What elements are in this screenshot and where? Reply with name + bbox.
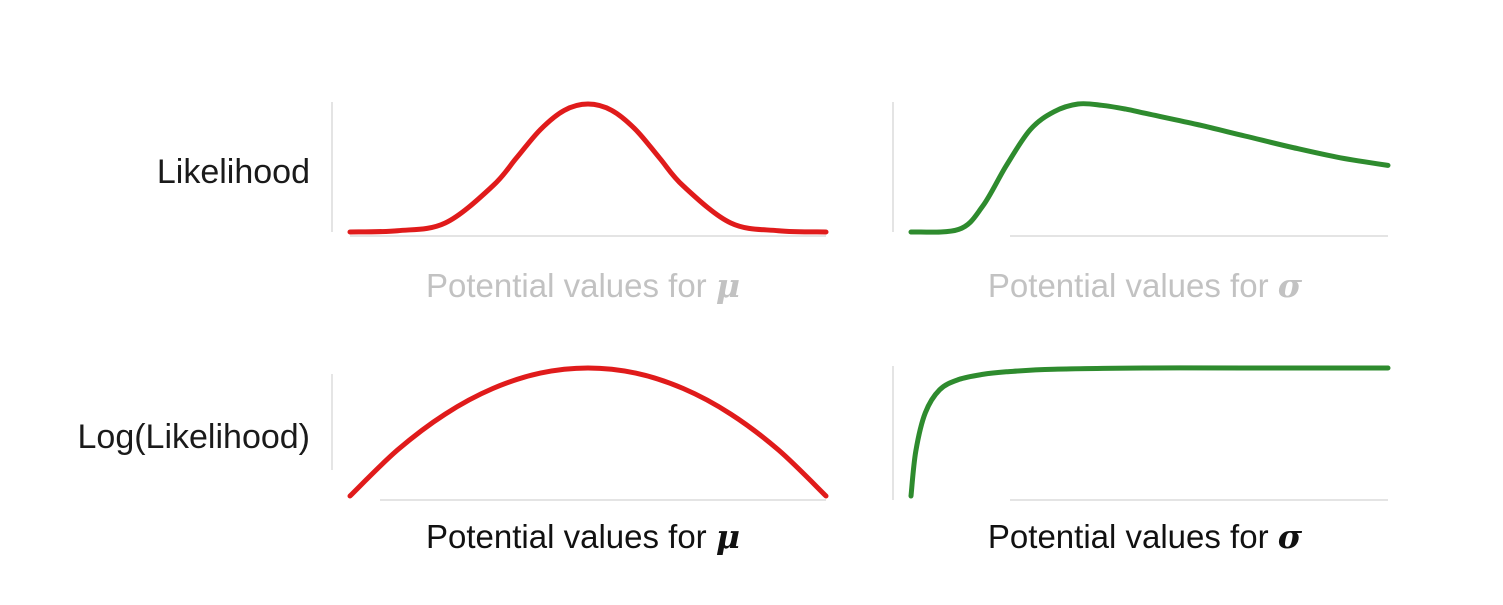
x-label-symbol: μ bbox=[715, 266, 740, 305]
series-line-0 bbox=[347, 101, 829, 235]
series-line-0 bbox=[908, 365, 1391, 499]
panel-log-likelihood-sigma bbox=[892, 365, 1391, 501]
x-label-symbol: μ bbox=[715, 517, 740, 556]
x-label-log-likelihood-mu: Potential values for μ bbox=[343, 517, 823, 557]
row-label-log-likelihood: Log(Likelihood) bbox=[77, 418, 311, 456]
series-line-0 bbox=[347, 365, 829, 499]
x-label-symbol: σ bbox=[1277, 266, 1303, 305]
x-label-text: Potential values for bbox=[987, 518, 1278, 555]
x-label-symbol: σ bbox=[1277, 517, 1303, 556]
panel-likelihood-sigma bbox=[892, 101, 1391, 237]
series-line-0 bbox=[908, 101, 1391, 235]
panel-likelihood-mu bbox=[331, 101, 829, 237]
x-label-text: Potential values for bbox=[426, 518, 716, 555]
panel-log-likelihood-mu bbox=[331, 365, 829, 501]
row-label-likelihood: Likelihood bbox=[156, 153, 310, 191]
x-label-text: Potential values for bbox=[426, 267, 716, 304]
x-label-log-likelihood-sigma: Potential values for σ bbox=[905, 517, 1385, 557]
x-label-likelihood-sigma: Potential values for σ bbox=[905, 266, 1385, 306]
x-label-text: Potential values for bbox=[987, 267, 1278, 304]
x-label-likelihood-mu: Potential values for μ bbox=[343, 266, 823, 306]
